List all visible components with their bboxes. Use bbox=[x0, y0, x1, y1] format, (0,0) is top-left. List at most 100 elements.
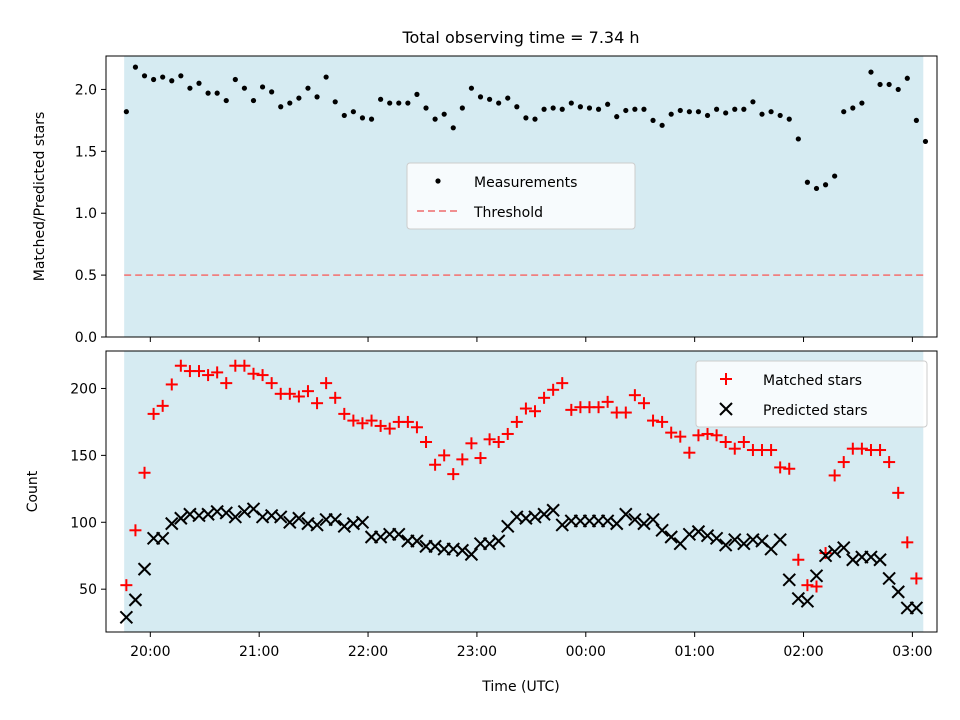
measurement-point bbox=[568, 100, 574, 106]
matched-star-point bbox=[202, 369, 215, 382]
matched-star-point bbox=[810, 580, 823, 593]
matched-star-point bbox=[174, 359, 187, 372]
time-x-tick-label: 20:00 bbox=[130, 644, 170, 660]
measurement-point bbox=[250, 97, 257, 104]
measurement-point bbox=[350, 109, 356, 115]
measurement-point bbox=[505, 95, 511, 101]
predicted-star-point bbox=[773, 532, 787, 547]
measurement-point bbox=[151, 76, 157, 83]
predicted-star-point bbox=[682, 527, 697, 542]
predicted-star-point bbox=[846, 553, 860, 567]
predicted-star-point bbox=[619, 507, 633, 521]
matched-star-point bbox=[765, 444, 778, 457]
time-x-tick-label: 00:00 bbox=[566, 644, 606, 660]
predicted-star-point bbox=[283, 515, 297, 529]
predicted-star-point bbox=[891, 585, 905, 599]
matched-star-point bbox=[483, 433, 496, 446]
matched-star-point bbox=[165, 378, 178, 391]
measurement-point bbox=[859, 100, 865, 106]
predicted-star-point bbox=[909, 601, 924, 615]
predicted-star-point bbox=[128, 593, 143, 607]
matched-star-point bbox=[456, 453, 469, 466]
predicted-star-point bbox=[428, 539, 442, 554]
matched-star-point bbox=[828, 469, 841, 482]
matched-star-point bbox=[683, 446, 696, 459]
predicted-star-point bbox=[837, 540, 851, 555]
measurement-point bbox=[160, 74, 166, 80]
predicted-star-point bbox=[228, 510, 243, 524]
matched-star-point bbox=[247, 367, 260, 380]
predicted-star-point bbox=[355, 515, 370, 529]
predicted-star-point bbox=[655, 523, 669, 538]
predicted-star-point bbox=[728, 532, 742, 547]
predicted-star-point bbox=[165, 516, 179, 531]
counts-plot-frame bbox=[105, 350, 938, 633]
ratio-y-tick-label: 1.0 bbox=[75, 206, 97, 222]
measurement-point bbox=[786, 116, 792, 122]
predicted-star-point bbox=[155, 531, 170, 546]
predicted-star-point bbox=[691, 524, 706, 539]
measurement-point bbox=[804, 179, 811, 185]
measurement-point bbox=[450, 125, 456, 131]
matched-star-point bbox=[656, 415, 669, 428]
matched-stars-points bbox=[120, 359, 923, 593]
matched-star-point bbox=[474, 452, 487, 465]
predicted-star-point bbox=[373, 530, 388, 544]
matched-star-point bbox=[837, 456, 850, 469]
matched-star-point bbox=[492, 435, 505, 448]
predicted-star-point bbox=[292, 511, 306, 525]
measurement-point bbox=[777, 112, 783, 119]
predicted-star-point bbox=[800, 594, 815, 608]
matched-star-point bbox=[538, 391, 551, 404]
predicted-star-point bbox=[310, 518, 324, 532]
matched-star-point bbox=[874, 444, 887, 457]
matched-star-point bbox=[193, 365, 206, 378]
matched-star-point bbox=[211, 366, 224, 379]
measurement-point bbox=[123, 109, 129, 115]
matched-star-point bbox=[265, 377, 278, 390]
measurement-point bbox=[668, 111, 674, 117]
counts-plot: 50 100 150 200 20:00 21:00 22:00 23:00 00:00 01:… bbox=[25, 350, 938, 695]
measurement-point bbox=[877, 81, 883, 88]
matched-star-point bbox=[855, 442, 868, 455]
matched-star-point bbox=[420, 435, 433, 448]
matched-star-point bbox=[320, 377, 333, 390]
measurement-point bbox=[886, 81, 892, 88]
matched-star-point bbox=[565, 403, 578, 416]
matched-star-point bbox=[374, 419, 387, 432]
predicted-stars-points bbox=[119, 502, 924, 624]
matched-star-point bbox=[519, 402, 532, 415]
matched-star-point bbox=[619, 406, 632, 419]
matched-star-point bbox=[892, 486, 905, 499]
measurement-point bbox=[550, 105, 556, 111]
measurement-point bbox=[913, 117, 919, 123]
predicted-star-point bbox=[882, 571, 896, 586]
measurement-point bbox=[368, 116, 375, 122]
matched-star-point bbox=[138, 466, 151, 479]
predicted-star-point bbox=[782, 573, 796, 587]
time-x-tick-label: 02:00 bbox=[783, 644, 823, 660]
measurement-point bbox=[341, 112, 347, 119]
matched-star-point bbox=[637, 397, 650, 410]
counts-y-tick-label: 200 bbox=[70, 381, 97, 397]
predicted-star-point bbox=[464, 547, 479, 562]
predicted-star-point bbox=[709, 531, 724, 546]
predicted-star-point bbox=[646, 512, 660, 527]
matched-star-point bbox=[220, 377, 233, 390]
predicted-star-point bbox=[201, 507, 215, 521]
measurement-point bbox=[723, 110, 729, 116]
matched-star-point bbox=[329, 391, 342, 404]
predicted-star-point bbox=[328, 512, 342, 527]
measurement-point bbox=[205, 90, 211, 96]
measurement-point bbox=[332, 99, 338, 105]
measurement-point bbox=[132, 64, 139, 70]
measurement-point bbox=[541, 106, 547, 112]
measurement-point bbox=[822, 182, 829, 188]
matched-star-point bbox=[792, 553, 805, 566]
predicted-star-point bbox=[455, 543, 470, 558]
time-x-tick-label: 21:00 bbox=[239, 644, 279, 660]
measurement-point bbox=[486, 96, 493, 102]
measurement-point bbox=[323, 74, 329, 80]
measurement-point bbox=[559, 106, 565, 112]
